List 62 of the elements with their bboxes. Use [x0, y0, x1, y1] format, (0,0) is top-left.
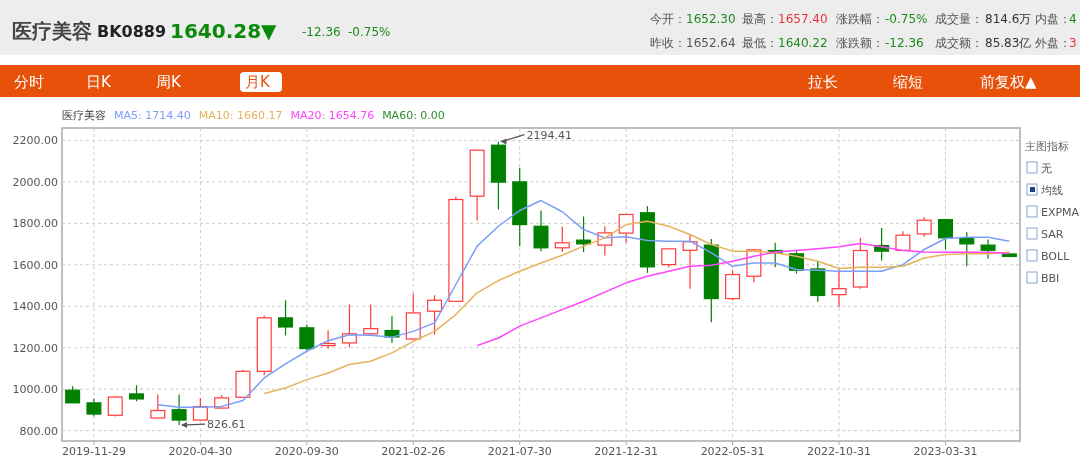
annotation: -0.75% — [885, 12, 928, 26]
annotation: EXPMA — [1041, 206, 1080, 219]
annotation: BOLL — [1041, 250, 1070, 263]
y-tick-label: 1200.00 — [12, 341, 58, 355]
y-tick-label: 1000.00 — [12, 383, 58, 397]
text: MA60: 0.00 — [382, 109, 445, 122]
annotation: 1652.64 — [686, 36, 736, 50]
annotation: 1657.40 — [778, 12, 828, 26]
annotation: BK0889 — [97, 22, 167, 41]
y-tick-label: 2000.00 — [12, 175, 58, 189]
x-tick-label: 2020-04-30 — [168, 445, 233, 458]
annotation: 涨跌额： — [836, 36, 884, 50]
legend-title: 医疗美容 — [62, 109, 106, 122]
x-tick-label: 2021-02-26 — [381, 445, 446, 458]
annotation: 主图指标 — [1025, 140, 1069, 153]
annotation: 85.83亿 — [985, 36, 1032, 50]
annotation: 无 — [1041, 162, 1052, 175]
y-tick-label: 2200.00 — [12, 134, 58, 148]
annotation: -0.75% — [348, 25, 391, 39]
text: MA20: 1654.76 — [290, 109, 375, 122]
annotation: 外盘： — [1035, 36, 1071, 50]
y-tick-label: 1400.00 — [12, 300, 58, 314]
annotation: -12.36 — [302, 25, 341, 39]
annotation: 分时 — [14, 73, 44, 91]
annotation: 826.61 — [207, 418, 246, 432]
annotation: -12.36 — [885, 36, 924, 50]
annotation: 1640.22 — [778, 36, 828, 50]
chart-title: 医疗美容 — [12, 19, 92, 43]
annotation: 前复权▲ — [980, 73, 1037, 91]
annotation: 今开： — [650, 12, 686, 26]
annotation: 昨收： — [650, 36, 686, 50]
annotation: 4 — [1069, 12, 1077, 26]
annotation: 拉长 — [808, 73, 838, 91]
x-tick-label: 2023-03-31 — [913, 445, 978, 458]
annotation: 3 — [1069, 36, 1077, 50]
y-tick-label: 1800.00 — [12, 217, 58, 231]
annotation: 成交额： — [935, 36, 983, 50]
annotation: SAR — [1041, 228, 1064, 241]
y-tick-label: 800.00 — [19, 424, 58, 438]
annotation: BBI — [1041, 272, 1060, 285]
annotation: 月K — [245, 73, 270, 91]
x-tick-label: 2021-12-31 — [594, 445, 659, 458]
annotation: 最低： — [742, 36, 778, 50]
x-tick-label: 2022-05-31 — [700, 445, 765, 458]
annotation: 1640.28▼ — [170, 19, 277, 43]
annotation: 周K — [156, 73, 181, 91]
annotation: 日K — [86, 73, 111, 91]
annotation: 均线 — [1041, 184, 1063, 197]
x-tick-label: 2020-09-30 — [274, 445, 339, 458]
text: MA5: 1714.40 — [114, 109, 191, 122]
y-tick-label: 1600.00 — [12, 258, 58, 272]
text: MA10: 1660.17 — [198, 109, 283, 122]
annotation: 1652.30 — [686, 12, 736, 26]
annotation: 缩短 — [893, 73, 923, 91]
annotation: 涨跌幅： — [836, 12, 884, 26]
x-tick-label: 2021-07-30 — [487, 445, 552, 458]
annotation: 2194.41 — [526, 128, 572, 142]
annotation: 814.6万 — [985, 12, 1032, 26]
annotation: 最高： — [742, 12, 778, 26]
x-tick-label: 2022-10-31 — [807, 445, 872, 458]
x-tick-label: 2019-11-29 — [61, 445, 126, 458]
annotation: 成交量： — [935, 12, 983, 26]
